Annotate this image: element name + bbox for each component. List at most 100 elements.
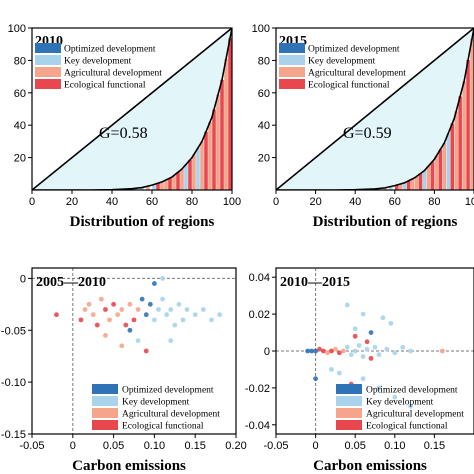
point [160,296,165,302]
y-tick-label: -0.02 [245,383,270,395]
x-tick-label: 0 [29,196,35,208]
point [368,330,374,335]
point [111,301,116,307]
point [356,343,362,348]
panel-3: -0.05 0 0.05 0.10 0.15 0.20 0 -0.05 -0.10 -0.15 20… [1,267,247,474]
legend-swatch [92,396,118,406]
bar [394,185,399,190]
y-tick-label: -0.05 [1,325,26,337]
x-tick-label: 0.10 [144,440,165,452]
x-tick-label: 20 [66,196,78,208]
y-tick-label: 20 [14,153,26,165]
point [135,307,141,312]
x-tick-label: 20 [309,196,321,208]
legend-label: Optimized development [366,386,458,396]
point [352,348,358,354]
bar [196,147,200,190]
x-tick-label: 60 [389,196,401,208]
point [348,352,354,358]
x-tick-label: 80 [186,196,198,208]
equality-line [32,28,232,190]
legend-label: Key development [64,57,132,67]
lorenz-curve [32,28,232,190]
y-tick-label: 60 [14,88,26,100]
legend-swatch [336,408,362,418]
point [408,348,414,354]
legend-label: Optimized development [308,45,400,55]
bar [402,182,407,190]
equality-line [276,28,474,190]
point [309,348,315,354]
bar [383,187,387,190]
point [115,312,121,318]
point [376,385,382,391]
bar [146,186,150,190]
point [392,394,398,400]
point [360,311,366,317]
point [384,346,390,352]
point [368,355,374,361]
bar [466,60,470,190]
y-tick-label: 40 [14,120,26,132]
bar [200,141,204,190]
point [123,322,129,328]
gini-label: G=0.58 [99,125,148,142]
point [82,307,88,312]
legend-label: Agricultural development [366,410,464,420]
legend-label: Ecological functional [64,80,146,91]
bar [176,172,180,190]
bar [414,176,419,190]
legend-label: Ecological functional [308,80,390,91]
bar [156,183,160,190]
bar [188,159,192,190]
point [200,307,206,312]
point [168,338,174,344]
bar [208,121,212,190]
x-tick-label: 0.05 [103,440,124,452]
bar [216,94,220,190]
x-axis-label: Distribution of regions [70,214,215,230]
y-tick-label: -0.15 [1,429,26,441]
point [184,307,190,312]
bar [220,79,224,190]
point [352,326,358,332]
point [94,322,100,328]
bar [430,161,435,190]
bar [446,133,451,190]
point [107,317,112,323]
x-axis-label: Carbon emissions [72,458,186,474]
point [192,312,198,318]
point [340,348,346,354]
legend-label: Agricultural development [308,69,406,79]
x-tick-label: 0.20 [225,440,246,452]
bar [458,96,462,190]
bar [172,175,176,190]
legend-swatch [92,384,118,394]
bar [422,170,427,190]
x-tick-label: -0.05 [263,440,288,452]
bar [204,131,208,190]
x-tick-label: 80 [428,196,440,208]
legend-label: Key development [122,398,190,408]
point [86,301,92,307]
x-tick-label: 0 [313,440,319,452]
x-tick-label: 0 [273,196,279,208]
point [172,322,178,328]
point [352,333,358,339]
x-tick-label: 0.15 [424,440,445,452]
lorenz-curve [276,28,474,190]
bar [152,184,156,190]
x-tick-label: -0.05 [19,440,44,452]
point [360,354,366,359]
legend-label: Ecological functional [122,421,204,432]
point [139,296,145,302]
legend-label: Key development [366,398,434,408]
bar [212,109,216,190]
y-tick-label: 0.04 [249,272,270,284]
point [127,301,133,307]
point [360,376,366,382]
bar [450,123,455,190]
legend-label: Optimized development [64,45,156,55]
legend-label: Agricultural development [122,410,220,420]
bar [398,183,403,190]
